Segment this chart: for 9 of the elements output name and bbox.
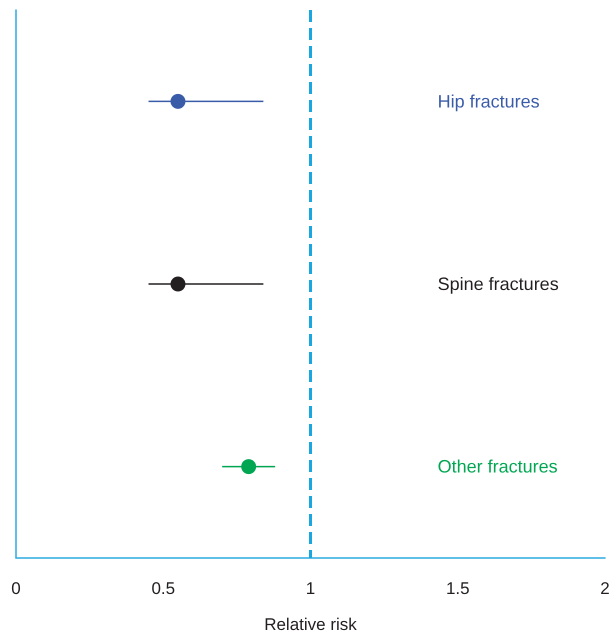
text: Hip fractures <box>438 91 540 112</box>
x-tick-label: 0 <box>11 579 21 598</box>
text: Spine fractures <box>438 274 559 294</box>
x-tick-label: 1.5 <box>446 579 470 598</box>
x-tick-label: 2 <box>600 579 610 598</box>
x-tick-label: 0.5 <box>151 579 176 598</box>
text: Other fractures <box>438 456 558 477</box>
x-tick-label: 1 <box>306 579 316 598</box>
x-axis-title: Relative risk <box>264 615 358 634</box>
